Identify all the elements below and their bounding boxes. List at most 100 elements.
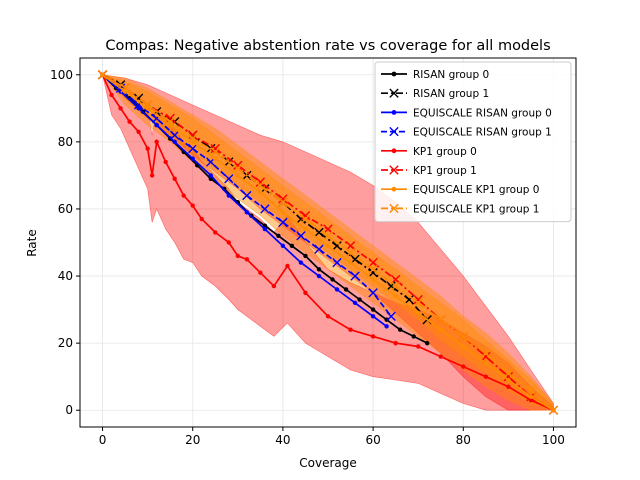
legend-label: EQUISCALE KP1 group 0 — [413, 184, 539, 196]
data-point — [438, 327, 443, 332]
data-point — [481, 348, 491, 358]
x-tick-label: 60 — [365, 433, 380, 447]
data-point — [169, 130, 180, 140]
data-point — [384, 324, 389, 329]
data-point — [118, 89, 123, 94]
legend-label: RISAN group 0 — [413, 69, 489, 81]
data-point — [118, 106, 123, 111]
data-point — [142, 100, 153, 110]
data-point — [122, 89, 128, 94]
data-point — [438, 354, 443, 359]
data-point — [323, 231, 333, 241]
data-point — [163, 159, 168, 165]
data-point — [226, 193, 231, 198]
y-tick-label: 0 — [65, 403, 73, 417]
data-point — [188, 130, 198, 140]
data-point — [325, 314, 331, 319]
x-tick-label: 0 — [99, 433, 107, 447]
axis-ticks: 0 20 40 60 80 100 0 20 40 60 80 100 — [50, 68, 565, 447]
data-point — [461, 364, 466, 369]
data-point — [345, 241, 356, 251]
data-point — [233, 164, 243, 174]
data-point — [393, 340, 398, 346]
data-point — [165, 117, 175, 127]
x-tick-label: 100 — [542, 433, 565, 447]
data-point — [316, 273, 322, 279]
chart-title: Compas: Negative abstention rate vs cove… — [105, 38, 550, 54]
data-point — [425, 340, 430, 346]
data-point — [330, 277, 335, 282]
data-point — [386, 311, 396, 321]
data-point — [348, 260, 353, 265]
data-point — [323, 224, 333, 234]
plot-frame — [79, 57, 577, 428]
data-point — [188, 133, 198, 144]
data-point — [506, 377, 511, 383]
data-point — [458, 331, 468, 342]
data-point — [244, 210, 250, 215]
data-point — [548, 405, 559, 415]
legend-label: EQUISCALE KP1 group 1 — [413, 203, 539, 215]
legend-marker — [391, 71, 397, 77]
data-point — [271, 283, 277, 289]
data-point — [503, 368, 514, 379]
data-point — [278, 217, 288, 228]
data-point — [136, 129, 141, 134]
data-point — [151, 113, 162, 124]
data-point — [528, 397, 534, 403]
series-line — [101, 74, 554, 411]
y-tick-label: 60 — [58, 202, 73, 216]
data-point — [97, 70, 108, 80]
data-point — [233, 160, 243, 171]
data-point — [235, 253, 241, 259]
data-point — [262, 226, 268, 232]
data-point — [181, 193, 186, 198]
data-point — [334, 287, 340, 292]
data-point — [280, 210, 286, 215]
legend-label: KP1 group 1 — [413, 165, 477, 177]
data-point — [303, 253, 308, 259]
data-point — [332, 257, 342, 268]
data-point — [314, 244, 324, 254]
data-point — [481, 351, 491, 362]
legend: RISAN group 0 RISAN group 1 EQUISCALE RISA… — [374, 61, 572, 223]
legend-marker — [389, 203, 399, 214]
x-axis-label: Coverage — [299, 456, 357, 470]
x-tick-label: 40 — [275, 433, 290, 447]
legend-marker — [391, 186, 397, 192]
data-point — [190, 139, 195, 145]
data-point — [258, 270, 263, 275]
y-tick-label: 100 — [50, 68, 73, 82]
legend-marker — [389, 165, 399, 175]
data-point — [145, 106, 150, 111]
data-point — [384, 317, 389, 322]
data-point — [172, 139, 177, 145]
data-point — [133, 100, 144, 110]
data-point — [154, 139, 159, 145]
data-point — [165, 113, 175, 124]
data-point — [280, 243, 286, 249]
legend-label: KP1 group 0 — [413, 146, 477, 158]
data-point — [316, 267, 322, 272]
data-point — [345, 247, 356, 258]
data-point — [415, 310, 421, 316]
series-line — [102, 74, 555, 411]
series-line — [101, 74, 392, 317]
data-point — [262, 223, 268, 228]
data-point — [343, 287, 349, 292]
plot-area — [80, 58, 576, 427]
data-point — [296, 214, 306, 224]
data-point — [370, 334, 376, 339]
data-point — [285, 263, 290, 269]
data-point — [413, 294, 423, 305]
legend-box — [374, 61, 572, 223]
legend-marker — [389, 88, 399, 98]
data-point — [390, 281, 401, 291]
data-point — [325, 243, 331, 249]
y-tick-label: 80 — [58, 135, 73, 149]
data-point — [278, 197, 288, 207]
legend-label: RISAN group 1 — [413, 88, 489, 100]
data-point — [526, 385, 536, 395]
data-point — [145, 146, 150, 151]
